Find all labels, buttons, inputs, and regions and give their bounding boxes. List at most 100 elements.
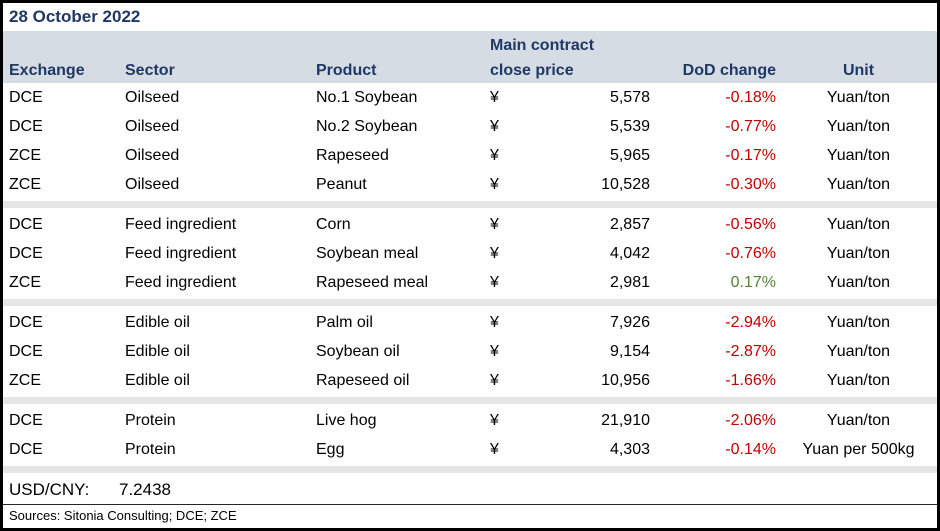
close-price-cell: 5,539	[609, 118, 650, 135]
product-cell: Palm oil	[316, 314, 373, 331]
product-cell: No.2 Soybean	[316, 118, 418, 135]
sector-cell: Edible oil	[125, 372, 190, 389]
sector-cell: Feed ingredient	[125, 216, 237, 233]
unit-cell: Yuan/ton	[826, 343, 891, 360]
dod-change-cell: 0.17%	[730, 274, 776, 291]
section-separator	[3, 397, 937, 404]
unit-cell: Yuan/ton	[826, 412, 891, 429]
sector-cell: Oilseed	[125, 176, 180, 193]
unit-cell: Yuan/ton	[826, 245, 891, 262]
dod-change-cell: -2.94%	[725, 314, 776, 331]
currency-symbol: ¥	[490, 314, 499, 331]
currency-symbol: ¥	[490, 372, 499, 389]
sector-cell: Oilseed	[125, 89, 180, 106]
header-spacer	[119, 33, 310, 58]
usdcny-label: USD/CNY:	[9, 480, 90, 499]
product-cell: Rapeseed	[316, 147, 389, 164]
sources-note: Sources: Sitonia Consulting; DCE; ZCE	[3, 504, 937, 526]
exchange-cell: DCE	[9, 314, 43, 331]
product-cell: Corn	[316, 216, 351, 233]
close-price-cell: 10,956	[601, 372, 650, 389]
currency-symbol: ¥	[490, 118, 499, 135]
product-cell: Egg	[316, 441, 345, 458]
currency-symbol: ¥	[490, 89, 499, 106]
unit-cell: Yuan/ton	[826, 372, 891, 389]
unit-cell: Yuan/ton	[826, 216, 891, 233]
header-spacer	[780, 33, 937, 58]
close-price-cell: 2,857	[609, 216, 650, 233]
header-product: Product	[316, 62, 377, 79]
table-row: DCE Feed ingredient Corn ¥2,857 -0.56% Yuan/t…	[3, 210, 937, 239]
close-price-cell: 9,154	[609, 343, 650, 360]
exchange-cell: ZCE	[9, 176, 41, 193]
header-dod-change: DoD change	[682, 62, 776, 79]
sector-cell: Edible oil	[125, 343, 190, 360]
table-row: ZCE Edible oil Rapeseed oil ¥10,956 -1.66% Yu…	[3, 366, 937, 395]
table-row: DCE Oilseed No.1 Soybean ¥5,578 -0.18% Yuan/t…	[3, 83, 937, 112]
dod-change-cell: -0.17%	[725, 147, 776, 164]
usdcny-row: USD/CNY: 7.2438	[3, 475, 937, 504]
dod-change-cell: -2.06%	[725, 412, 776, 429]
table-row: ZCE Feed ingredient Rapeseed meal ¥2,981 0.1…	[3, 268, 937, 297]
exchange-cell: ZCE	[9, 372, 41, 389]
currency-symbol: ¥	[490, 216, 499, 233]
table-row: DCE Oilseed No.2 Soybean ¥5,539 -0.77% Yuan/t…	[3, 112, 937, 141]
table-row: DCE Edible oil Palm oil ¥7,926 -2.94% Yuan/to…	[3, 308, 937, 337]
exchange-cell: ZCE	[9, 147, 41, 164]
close-price-cell: 4,303	[609, 441, 650, 458]
close-price-cell: 10,528	[601, 176, 650, 193]
close-price-cell: 4,042	[609, 245, 650, 262]
exchange-cell: DCE	[9, 245, 43, 262]
sector-cell: Oilseed	[125, 118, 180, 135]
exchange-cell: DCE	[9, 216, 43, 233]
table-header-row-2: Exchange Sector Product close price DoD …	[3, 58, 937, 83]
currency-symbol: ¥	[490, 147, 499, 164]
table-row: DCE Edible oil Soybean oil ¥9,154 -2.87% Yuan…	[3, 337, 937, 366]
exchange-cell: DCE	[9, 343, 43, 360]
usdcny-value: 7.2438	[119, 480, 171, 499]
header-sector: Sector	[125, 62, 175, 79]
dod-change-cell: -0.77%	[725, 118, 776, 135]
table-row: DCE Feed ingredient Soybean meal ¥4,042 -0.7…	[3, 239, 937, 268]
unit-cell: Yuan/ton	[826, 118, 891, 135]
close-price-cell: 21,910	[601, 412, 650, 429]
unit-cell: Yuan/ton	[826, 274, 891, 291]
dod-change-cell: -0.14%	[725, 441, 776, 458]
exchange-cell: DCE	[9, 118, 43, 135]
unit-cell: Yuan/ton	[826, 314, 891, 331]
exchange-cell: DCE	[9, 89, 43, 106]
unit-cell: Yuan/ton	[826, 89, 891, 106]
sector-cell: Oilseed	[125, 147, 180, 164]
table-header-row-1: Main contract	[3, 33, 937, 58]
table-row: DCE Protein Egg ¥4,303 -0.14% Yuan per 500kg	[3, 435, 937, 464]
dod-change-cell: -1.66%	[725, 372, 776, 389]
dod-change-cell: -0.30%	[725, 176, 776, 193]
table-row: ZCE Oilseed Peanut ¥10,528 -0.30% Yuan/ton	[3, 170, 937, 199]
header-spacer	[3, 33, 119, 58]
section-separator	[3, 466, 937, 473]
product-cell: Soybean meal	[316, 245, 419, 262]
product-cell: Live hog	[316, 412, 377, 429]
exchange-cell: DCE	[9, 441, 43, 458]
dod-change-cell: -0.76%	[725, 245, 776, 262]
unit-cell: Yuan/ton	[826, 147, 891, 164]
currency-symbol: ¥	[490, 441, 499, 458]
unit-cell: Yuan/ton	[826, 176, 891, 193]
product-cell: Soybean oil	[316, 343, 400, 360]
close-price-cell: 5,965	[609, 147, 650, 164]
table-body: DCE Oilseed No.1 Soybean ¥5,578 -0.18% Yuan/t…	[3, 83, 937, 464]
sector-cell: Feed ingredient	[125, 274, 237, 291]
unit-cell: Yuan per 500kg	[802, 441, 915, 458]
product-cell: Peanut	[316, 176, 367, 193]
sector-cell: Edible oil	[125, 314, 190, 331]
table-row: ZCE Oilseed Rapeseed ¥5,965 -0.17% Yuan/ton	[3, 141, 937, 170]
close-price-cell: 2,981	[609, 274, 650, 291]
dod-change-cell: -2.87%	[725, 343, 776, 360]
table-row: DCE Protein Live hog ¥21,910 -2.06% Yuan/ton	[3, 406, 937, 435]
currency-symbol: ¥	[490, 274, 499, 291]
close-price-cell: 5,578	[609, 89, 650, 106]
exchange-cell: DCE	[9, 412, 43, 429]
header-price-line1: Main contract	[490, 37, 595, 54]
section-separator	[3, 299, 937, 306]
